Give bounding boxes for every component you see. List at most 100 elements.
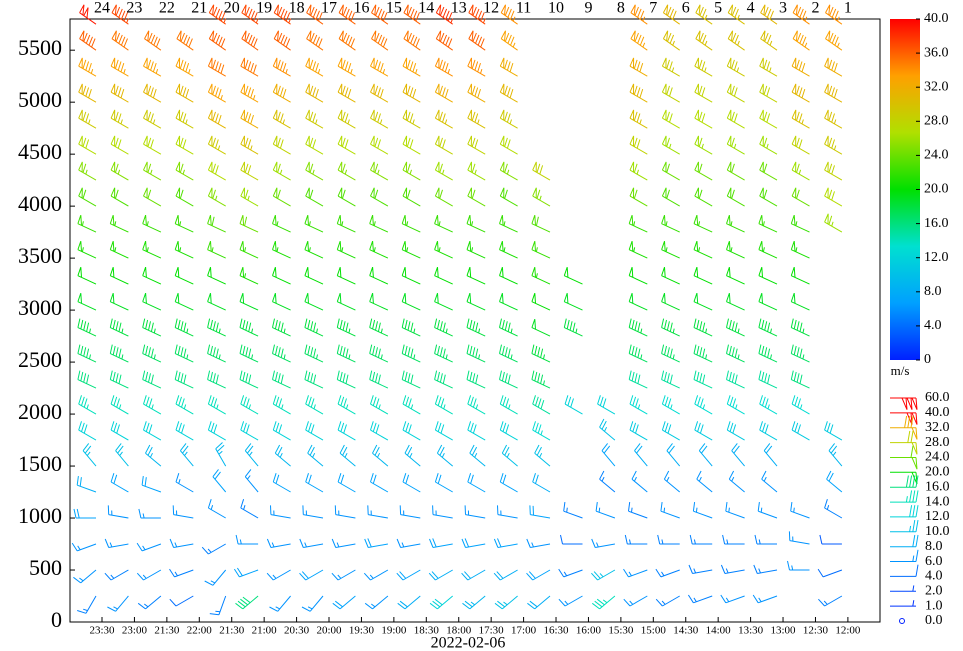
wind-barb bbox=[434, 161, 453, 181]
wind-barb bbox=[201, 543, 226, 555]
wind-barb bbox=[623, 568, 648, 578]
top-column-label: 24 bbox=[94, 0, 110, 17]
wind-barb bbox=[726, 421, 745, 441]
colorbar-tick-label: 32.0 bbox=[924, 79, 949, 94]
wind-barb bbox=[239, 214, 259, 233]
wind-barb bbox=[726, 109, 745, 129]
wind-barb bbox=[759, 161, 778, 181]
wind-barb bbox=[788, 531, 810, 545]
wind-barb bbox=[110, 57, 129, 77]
top-column-label: 1 bbox=[844, 0, 852, 17]
legend-label: 60.0 bbox=[925, 390, 950, 405]
wind-barb bbox=[532, 421, 551, 441]
wind-barb bbox=[174, 266, 194, 285]
wind-barb bbox=[661, 318, 680, 337]
wind-barb bbox=[305, 187, 324, 207]
legend-barb bbox=[890, 430, 918, 455]
wind-barb bbox=[760, 4, 778, 25]
wind-barb bbox=[208, 4, 227, 25]
wind-barb bbox=[499, 187, 518, 207]
wind-barb bbox=[661, 292, 680, 311]
wind-barb bbox=[77, 595, 97, 614]
wind-barb bbox=[468, 30, 486, 51]
wind-barb bbox=[661, 161, 680, 181]
wind-barb bbox=[467, 109, 486, 129]
wind-barb bbox=[726, 135, 745, 155]
legend-label: 28.0 bbox=[925, 435, 950, 450]
wind-barb bbox=[694, 109, 713, 129]
wind-barb bbox=[336, 240, 356, 259]
wind-barb bbox=[338, 30, 356, 51]
wind-barb bbox=[629, 135, 648, 155]
wind-barb bbox=[758, 318, 778, 337]
wind-barb bbox=[143, 161, 162, 181]
wind-barb bbox=[77, 292, 97, 311]
wind-barb bbox=[435, 4, 454, 25]
legend-calm bbox=[899, 618, 905, 624]
colorbar-tick-label: 12.0 bbox=[924, 250, 949, 265]
wind-barb bbox=[661, 240, 680, 259]
wind-barb bbox=[531, 292, 551, 311]
wind-barb bbox=[759, 83, 778, 103]
wind-barb bbox=[499, 240, 518, 259]
wind-barb bbox=[143, 83, 162, 103]
wind-barb bbox=[364, 595, 389, 610]
wind-barb bbox=[790, 502, 810, 519]
wind-barb bbox=[499, 83, 518, 103]
wind-barb bbox=[499, 266, 518, 285]
wind-barb bbox=[726, 240, 745, 259]
wind-barb bbox=[174, 214, 194, 233]
wind-barb bbox=[336, 266, 356, 285]
legend-barb bbox=[890, 490, 919, 503]
wind-barb bbox=[694, 161, 713, 181]
wind-barb bbox=[595, 502, 616, 519]
legend-label: 12.0 bbox=[925, 509, 950, 524]
wind-barb bbox=[790, 344, 810, 363]
wind-barb bbox=[304, 214, 324, 233]
wind-barb bbox=[693, 292, 713, 311]
wind-barb bbox=[272, 57, 291, 77]
wind-barb bbox=[305, 135, 324, 155]
wind-barb bbox=[469, 444, 486, 467]
wind-barb bbox=[628, 266, 648, 285]
wind-barb bbox=[143, 187, 162, 207]
wind-barb bbox=[174, 240, 194, 259]
wind-barb bbox=[142, 214, 162, 233]
wind-barb bbox=[726, 83, 745, 103]
wind-barb bbox=[500, 4, 518, 25]
y-tick-label: 0 bbox=[51, 607, 62, 632]
wind-barb bbox=[110, 161, 129, 181]
wind-barb bbox=[369, 214, 389, 233]
wind-barb bbox=[499, 318, 518, 337]
time-label: 21:30 bbox=[219, 625, 245, 637]
wind-barb bbox=[402, 161, 421, 181]
wind-barb bbox=[434, 187, 453, 207]
top-column-label: 15 bbox=[386, 0, 402, 17]
wind-barb bbox=[142, 344, 162, 363]
wind-barb bbox=[817, 568, 843, 578]
wind-barb bbox=[720, 564, 745, 574]
wind-barb bbox=[78, 109, 97, 129]
wind-barb bbox=[76, 476, 97, 493]
wind-barb bbox=[301, 595, 324, 612]
y-tick-label: 1000 bbox=[18, 503, 62, 528]
wind-barb bbox=[334, 505, 356, 519]
wind-barb bbox=[306, 4, 324, 25]
wind-barb bbox=[336, 344, 356, 363]
top-column-label: 12 bbox=[483, 0, 499, 17]
wind-barb bbox=[726, 214, 745, 233]
wind-barb bbox=[142, 292, 162, 311]
colorbar-tick-label: 28.0 bbox=[924, 114, 949, 129]
wind-barb bbox=[110, 421, 129, 441]
wind-barb bbox=[207, 499, 226, 519]
wind-barb bbox=[396, 569, 421, 581]
wind-barb bbox=[337, 421, 356, 441]
wind-barb bbox=[79, 30, 97, 51]
legend-barb bbox=[890, 600, 916, 607]
wind-barb bbox=[107, 505, 129, 519]
colorbar-tick-label: 0 bbox=[924, 352, 931, 367]
wind-barb bbox=[299, 538, 324, 548]
wind-barb bbox=[110, 109, 129, 129]
wind-barb bbox=[695, 4, 713, 25]
wind-barb bbox=[401, 370, 421, 389]
